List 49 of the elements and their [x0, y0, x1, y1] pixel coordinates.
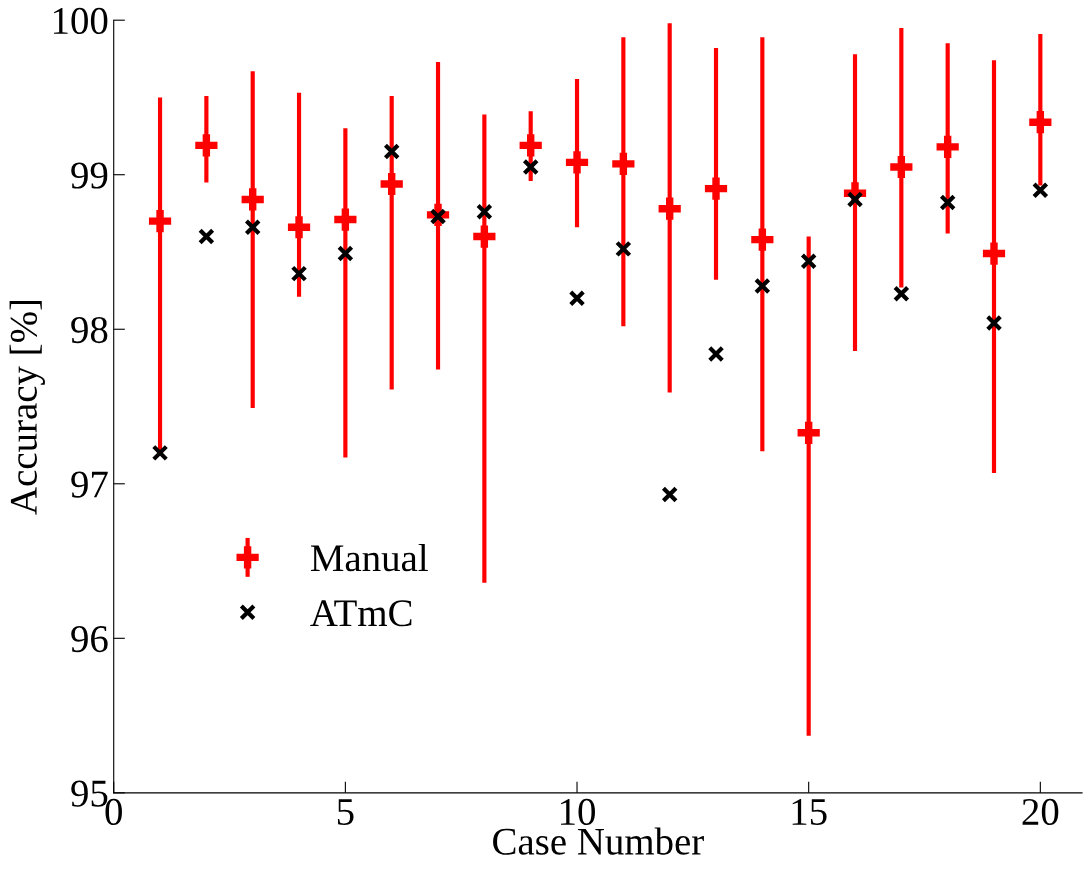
- point: [383, 143, 401, 160]
- point: [890, 155, 913, 179]
- point: [661, 486, 679, 503]
- x-tick-label: 5: [337, 799, 354, 826]
- x-tick-label: 10: [561, 798, 595, 826]
- point: [148, 209, 172, 233]
- y-tick-label: 97: [71, 471, 108, 498]
- legend-label: ATmC: [310, 600, 412, 627]
- point: [612, 152, 635, 176]
- point: [800, 252, 818, 270]
- point: [337, 245, 354, 262]
- y-tick-label: 98: [71, 316, 108, 344]
- point: [522, 158, 540, 176]
- y-axis-title: Accuracy [%]: [9, 300, 45, 515]
- point: [658, 197, 681, 220]
- point: [568, 290, 586, 307]
- point: [198, 228, 215, 245]
- point: [797, 421, 820, 444]
- point: [1029, 111, 1052, 134]
- point: [290, 265, 308, 282]
- y-tick-label: 99: [71, 162, 108, 189]
- y-tick-label: 96: [71, 626, 108, 653]
- point: [893, 285, 910, 303]
- point: [565, 151, 589, 174]
- point: [985, 314, 1003, 332]
- point: [707, 345, 725, 363]
- point: [195, 134, 218, 157]
- point: [1031, 181, 1049, 199]
- point: [982, 242, 1006, 265]
- x-tick-label: 15: [792, 799, 827, 826]
- point: [334, 208, 357, 231]
- point: [476, 203, 493, 221]
- point: [936, 135, 959, 159]
- point: [751, 228, 774, 251]
- y-tick-label: 100: [53, 7, 108, 35]
- point: [244, 218, 262, 236]
- x-axis-title: Case Number: [493, 827, 704, 855]
- point: [519, 134, 542, 157]
- point: [615, 240, 632, 258]
- point: [287, 216, 311, 239]
- point: [473, 225, 496, 248]
- point: [151, 444, 169, 462]
- point: [704, 177, 728, 200]
- x-tick-label: 20: [1022, 798, 1059, 826]
- point: [380, 172, 403, 196]
- point: [754, 277, 771, 295]
- point: [939, 194, 957, 211]
- legend-label: Manual: [310, 544, 428, 572]
- point: [241, 188, 264, 211]
